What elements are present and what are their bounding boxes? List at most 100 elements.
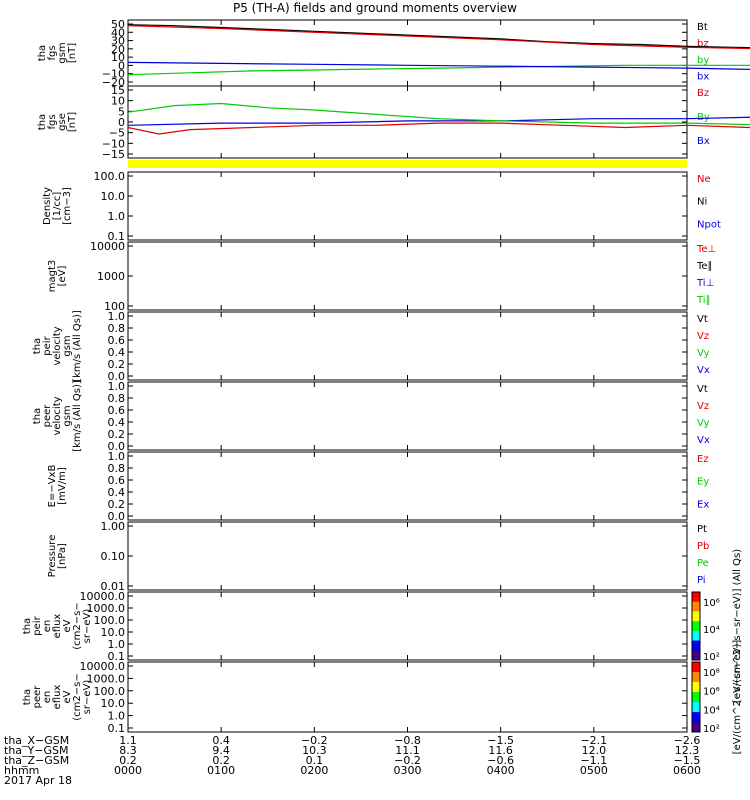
- colorbar-tick: 10⁶: [703, 598, 720, 609]
- colorbar-tick: 10⁴: [703, 705, 720, 716]
- series-Bx: [127, 116, 750, 126]
- y-tick-label: 0.8: [108, 392, 126, 405]
- y-axis-title: [1/cc]: [52, 192, 63, 221]
- legend-Vx: Vx: [697, 365, 710, 376]
- y-tick-label: 0.01: [101, 580, 126, 593]
- colorbar-tick: 10²: [703, 724, 720, 735]
- legend-Te∥: Te∥: [696, 261, 713, 272]
- x-tick-label: 12.0: [582, 744, 607, 757]
- legend-bz: bz: [697, 39, 709, 50]
- x-tick-label: −0.2: [394, 754, 421, 767]
- series-By: [127, 102, 750, 126]
- legend-Npot: Npot: [697, 219, 721, 230]
- x-tick-label: 8.3: [119, 744, 137, 757]
- y-tick-label: 10000.0: [80, 660, 126, 673]
- y-tick-label: 0.1: [108, 230, 126, 243]
- x-tick-label: 1.1: [119, 734, 137, 747]
- legend-Vy: Vy: [697, 348, 710, 359]
- y-tick-label: −5: [109, 127, 125, 140]
- y-tick-label: 0.2: [108, 428, 126, 441]
- x-tick-label: 0200: [300, 764, 328, 777]
- y-tick-label: −20: [102, 76, 125, 89]
- x-tick-label: −0.6: [487, 754, 514, 767]
- y-axis-title: [eV]: [57, 266, 68, 287]
- y-tick-label: 0.0: [108, 510, 126, 523]
- series-bx: [127, 61, 750, 70]
- x-tick-label: 0500: [580, 764, 608, 777]
- y-axis-title: fgs: [47, 114, 58, 129]
- panel-frame: [127, 85, 688, 159]
- colorbar-cell: [692, 722, 700, 733]
- legend-Vx: Vx: [697, 435, 710, 446]
- y-tick-label: −10: [102, 137, 125, 150]
- panel-frame: [127, 311, 688, 381]
- y-axis-title: gsm: [62, 335, 73, 356]
- y-tick-label: 100.0: [94, 685, 126, 698]
- y-axis-title: peer: [32, 685, 43, 709]
- y-tick-label: 10000.0: [80, 590, 126, 603]
- panel-frame: [127, 19, 688, 87]
- colorbar-tick: 10⁸: [703, 668, 720, 679]
- x-row-label: tha_Y−GSM: [4, 744, 68, 757]
- y-axis-title: en: [42, 620, 53, 633]
- y-tick-label: 1.0: [108, 638, 126, 651]
- y-axis-title: eV: [62, 690, 73, 703]
- x-tick-label: −0.8: [394, 734, 421, 747]
- colorbar-title: [eV/(cm^2−s−sr−eV)]: [732, 640, 743, 755]
- y-tick-label: 0.2: [108, 358, 126, 371]
- y-axis-title: Pressure: [47, 535, 58, 578]
- date-label: 2017 Apr 18: [4, 774, 72, 787]
- y-axis-title: (cm2−s−: [72, 673, 83, 720]
- y-axis-title: peer: [42, 404, 53, 428]
- colorbar-cell: [692, 592, 700, 603]
- y-tick-label: 1.0: [108, 380, 126, 393]
- x-tick-label: −1.5: [674, 754, 701, 767]
- y-tick-label: 1.0: [108, 210, 126, 223]
- y-tick-label: 0: [118, 59, 125, 72]
- x-tick-label: 10.3: [302, 744, 327, 757]
- y-tick-label: 20: [111, 43, 125, 56]
- y-axis-title: [nPa]: [57, 543, 68, 569]
- y-tick-label: 1000: [97, 270, 125, 283]
- y-tick-label: −15: [102, 148, 125, 161]
- x-tick-label: 0000: [114, 764, 142, 777]
- y-axis-title: velocity: [52, 326, 63, 365]
- colorbar-cell: [692, 672, 700, 683]
- legend-Pi: Pi: [697, 575, 706, 586]
- legend-Bt: Bt: [697, 22, 708, 33]
- panel-frame: [127, 171, 688, 241]
- colorbar-title: [eV/(cm^2−s−sr−eV)] (All Qs): [732, 549, 743, 703]
- y-axis-title: eflux: [52, 685, 63, 710]
- y-axis-title: (cm2−s−: [72, 602, 83, 649]
- legend-by: by: [697, 55, 709, 66]
- y-tick-label: 100.0: [94, 170, 126, 183]
- y-axis-title: tha: [37, 45, 48, 61]
- x-tick-label: 0.1: [306, 754, 324, 767]
- colorbar-cell: [692, 650, 700, 661]
- legend-Vz: Vz: [697, 331, 709, 342]
- y-axis-title: tha: [22, 618, 33, 634]
- y-tick-label: 10: [111, 95, 125, 108]
- x-tick-label: 11.6: [488, 744, 513, 757]
- y-axis-title: peir: [32, 615, 43, 635]
- y-tick-label: 10.0: [101, 626, 126, 639]
- y-tick-label: 0.6: [108, 404, 126, 417]
- y-tick-label: 0.1: [108, 650, 126, 663]
- x-row-label: tha_X−GSM: [4, 734, 69, 747]
- y-tick-label: 100.0: [94, 614, 126, 627]
- colorbar-tick: 10⁴: [703, 625, 720, 636]
- colorbar-frame: [691, 591, 701, 661]
- y-axis-title: gse: [57, 113, 68, 131]
- legend-Ti∥: Ti∥: [696, 295, 711, 306]
- legend-Pe: Pe: [697, 558, 709, 569]
- colorbar-cell: [692, 611, 700, 622]
- colorbar-cell: [692, 712, 700, 723]
- y-tick-label: 10.0: [101, 697, 126, 710]
- y-axis-title: eV: [62, 619, 73, 632]
- legend-Vz: Vz: [697, 401, 709, 412]
- y-axis-title: en: [42, 691, 53, 704]
- page-title: P5 (TH-A) fields and ground moments over…: [233, 1, 517, 15]
- y-axis-title: sr−eV): [82, 680, 93, 715]
- x-tick-label: 12.3: [675, 744, 700, 757]
- legend-Pt: Pt: [697, 524, 707, 535]
